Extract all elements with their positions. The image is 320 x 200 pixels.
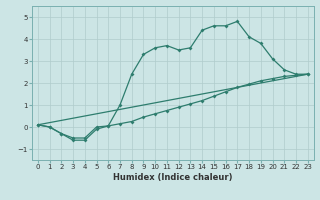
X-axis label: Humidex (Indice chaleur): Humidex (Indice chaleur) xyxy=(113,173,233,182)
